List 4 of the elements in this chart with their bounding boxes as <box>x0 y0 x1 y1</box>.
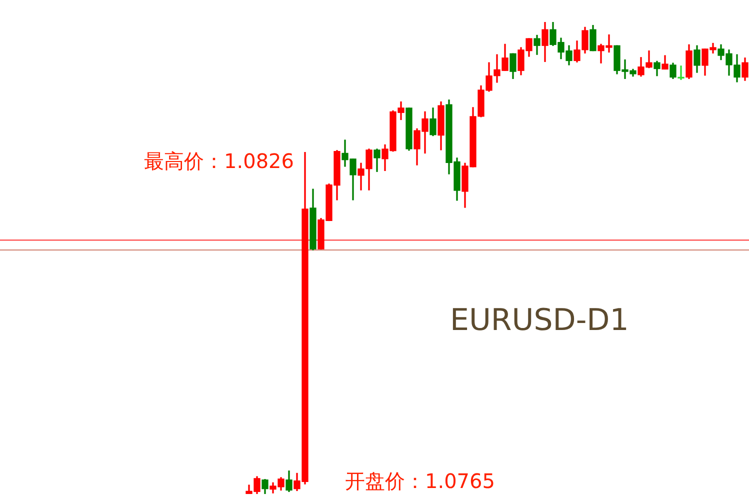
annotation: 开盘价：1.0765 <box>345 469 495 494</box>
candlestick <box>678 66 684 80</box>
annotation: EURUSD-D1 <box>450 302 629 338</box>
annotation: 最高价：1.0826 <box>144 149 294 174</box>
